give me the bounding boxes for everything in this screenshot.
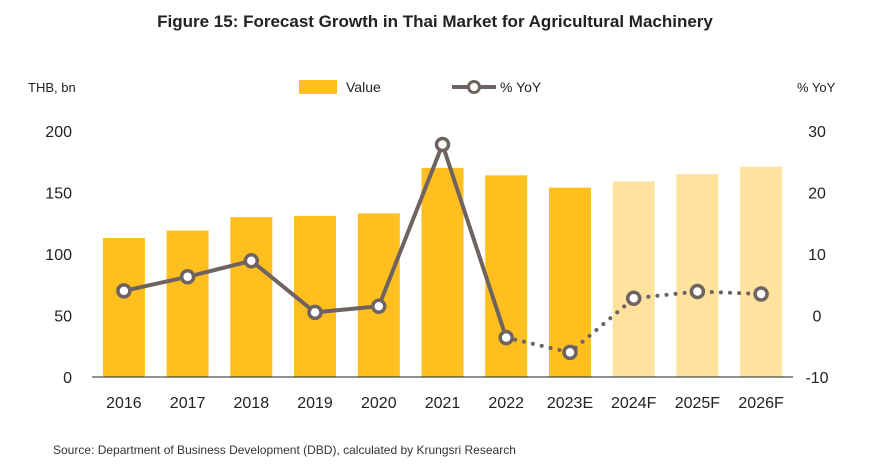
yoy-point-2024F [625,290,642,307]
legend-swatch-value [299,80,337,94]
legend: Value % YoY [299,79,542,95]
x-tick-label: 2020 [361,395,397,412]
bar-2021 [421,167,464,377]
yoy-point-2026F [753,286,769,302]
bar-2026F [740,166,783,377]
right-tick-label: 0 [813,309,822,326]
bar-2017 [166,230,209,377]
right-tick-label: -10 [805,370,828,387]
right-axis-label: % YoY [797,80,836,95]
bar-2019 [294,215,336,377]
yoy-point-2025F [689,283,706,300]
yoy-point-2019 [307,304,323,321]
left-tick-label: 100 [45,247,72,264]
bar-2024F [612,181,655,377]
legend-label-yoy: % YoY [500,79,542,95]
right-tick-label: 10 [808,247,826,264]
bar-2025F [676,174,719,377]
source-note: Source: Department of Business Developme… [53,443,516,457]
left-tick-label: 200 [45,124,72,141]
x-tick-label: 2023E [547,395,593,412]
yoy-point-2023E [562,344,578,361]
x-tick-label: 2022 [488,395,524,412]
left-tick-label: 50 [54,309,72,326]
bar-2016 [102,238,145,377]
bar-2022 [485,175,528,377]
bars [102,166,783,377]
x-tick-label: 2018 [234,395,270,412]
x-tick-label: 2021 [425,395,461,412]
x-tick-label: 2024F [611,395,657,412]
yoy-point-2018 [243,253,260,269]
yoy-point-2016 [116,283,132,299]
bar-2020 [357,213,400,377]
left-tick-label: 150 [45,186,72,203]
x-tick-label: 2016 [106,395,142,412]
yoy-point-2022 [498,329,514,346]
x-tick-label: 2019 [297,395,333,412]
yoy-line-dotted [504,289,764,355]
right-tick-label: 30 [808,124,826,141]
x-axis-ticks: 2016 2017 2018 2019 2020 2021 2022 2023E 2024F 20… [106,395,784,412]
left-axis-ticks: 0 50 100 150 200 [45,124,72,387]
right-axis-ticks: -10 0 10 20 30 [805,124,828,387]
left-axis-label: THB, bn [28,80,76,95]
legend-swatch-yoy-marker [467,80,481,94]
yoy-line-series [116,136,769,361]
yoy-point-2021 [434,136,451,153]
legend-label-value: Value [346,79,381,95]
yoy-point-2017 [179,269,196,285]
bar-2018 [230,217,273,377]
x-tick-label: 2017 [170,395,206,412]
chart-title: Figure 15: Forecast Growth in Thai Marke… [157,12,713,31]
x-tick-label: 2026F [738,395,784,412]
left-tick-label: 0 [63,370,72,387]
yoy-point-2020 [371,298,387,315]
right-tick-label: 20 [808,186,826,203]
x-tick-label: 2025F [675,395,721,412]
